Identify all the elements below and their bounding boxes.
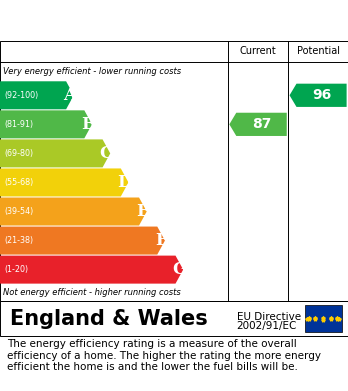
Text: (1-20): (1-20) (4, 265, 28, 274)
Polygon shape (0, 110, 92, 138)
Polygon shape (0, 197, 147, 226)
Polygon shape (0, 140, 110, 167)
Text: (81-91): (81-91) (4, 120, 33, 129)
Text: (92-100): (92-100) (4, 91, 38, 100)
Text: 87: 87 (253, 117, 272, 131)
Bar (304, 305, 342, 332)
Polygon shape (229, 113, 287, 136)
Polygon shape (0, 169, 128, 196)
Text: EU Directive: EU Directive (237, 312, 301, 322)
Text: (55-68): (55-68) (4, 178, 33, 187)
Text: D: D (117, 174, 132, 191)
Text: 2002/91/EC: 2002/91/EC (237, 321, 297, 331)
Text: Current: Current (240, 47, 276, 56)
Text: E: E (136, 203, 149, 220)
Text: The energy efficiency rating is a measure of the overall efficiency of a home. T: The energy efficiency rating is a measur… (7, 339, 321, 372)
Text: C: C (100, 145, 113, 162)
Text: Very energy efficient - lower running costs: Very energy efficient - lower running co… (3, 67, 182, 76)
Polygon shape (0, 81, 74, 109)
Polygon shape (0, 226, 165, 255)
Text: (39-54): (39-54) (4, 207, 33, 216)
Polygon shape (0, 256, 183, 283)
Text: Not energy efficient - higher running costs: Not energy efficient - higher running co… (3, 288, 181, 297)
Text: F: F (155, 232, 167, 249)
Text: Energy Efficiency Rating: Energy Efficiency Rating (10, 13, 220, 28)
Text: B: B (81, 116, 95, 133)
Text: (21-38): (21-38) (4, 236, 33, 245)
Text: G: G (172, 261, 186, 278)
Text: A: A (63, 87, 76, 104)
Text: 96: 96 (313, 88, 332, 102)
Text: Potential: Potential (296, 47, 340, 56)
Text: (69-80): (69-80) (4, 149, 33, 158)
Polygon shape (290, 84, 347, 107)
Text: England & Wales: England & Wales (10, 308, 208, 329)
